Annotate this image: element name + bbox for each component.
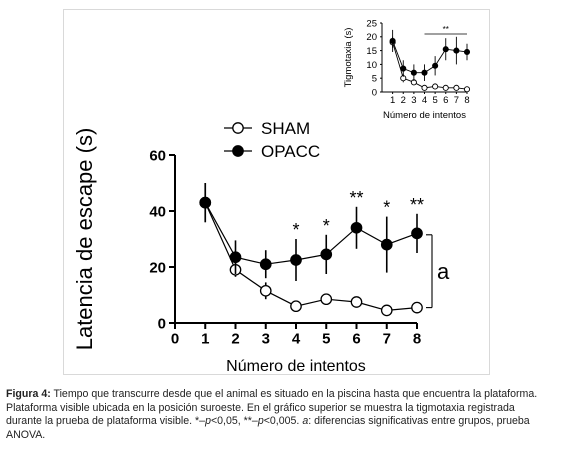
series-opacc xyxy=(199,183,423,281)
y-tick-label: 20 xyxy=(149,259,166,276)
data-point xyxy=(453,47,460,54)
main-chart: 0 20 40 60 0 1 2 3 4 5 6 7 8 Número de intentos Latenc… xyxy=(72,119,450,375)
data-point xyxy=(350,296,363,308)
data-point xyxy=(411,301,423,314)
y-tick-label: 10 xyxy=(366,60,377,71)
y-tick-label: 25 xyxy=(366,18,377,29)
data-point xyxy=(442,84,449,91)
data-point xyxy=(350,221,363,234)
x-tick-label: 7 xyxy=(454,95,459,106)
x-axis-label: Número de intentos xyxy=(383,110,466,121)
y-tick-label: 0 xyxy=(158,315,166,332)
legend: SHAM OPACC xyxy=(224,119,320,161)
data-point xyxy=(320,248,333,261)
x-tick-label: 5 xyxy=(322,330,330,347)
x-tick-label: 1 xyxy=(201,330,209,347)
significance-mark: ** xyxy=(443,25,449,34)
y-axis-label: Latencia de escape (s) xyxy=(72,128,97,351)
y-axis-label: Tigmotaxia (s) xyxy=(343,28,354,88)
bracket-label: a xyxy=(437,259,450,284)
significance-mark: ** xyxy=(349,188,363,208)
data-point xyxy=(199,196,212,209)
caption-line-4: ANOVA. xyxy=(6,428,46,441)
data-point xyxy=(453,84,460,91)
figure-caption: Figura 4: Tiempo que transcurre desde qu… xyxy=(6,388,572,442)
caption-line-3b: <0,05, **– xyxy=(210,415,258,428)
x-tick-label: 0 xyxy=(171,330,179,347)
caption-line-3c: <0,005. xyxy=(263,415,303,428)
significance-mark: * xyxy=(292,220,299,240)
y-tick-label: 0 xyxy=(372,87,377,98)
y-tick-label: 20 xyxy=(366,32,377,43)
y-tick-label: 5 xyxy=(372,74,377,85)
x-axis-label: Número de intentos xyxy=(226,358,366,375)
significance-mark: * xyxy=(323,216,330,236)
caption-lead: Figura 4: xyxy=(6,388,51,400)
data-point xyxy=(290,300,302,313)
data-point xyxy=(463,86,471,93)
x-tick-label: 6 xyxy=(352,330,360,347)
series-filled xyxy=(389,29,471,81)
x-tick-label: 4 xyxy=(422,95,427,106)
data-point xyxy=(400,65,407,72)
data-point xyxy=(380,304,393,317)
data-point xyxy=(259,258,272,271)
data-point xyxy=(320,293,333,306)
significance-mark: * xyxy=(383,198,390,218)
figure-frame xyxy=(63,9,490,375)
data-point xyxy=(290,254,302,266)
data-point xyxy=(229,251,242,264)
x-tick-label: 8 xyxy=(464,95,469,106)
series-open xyxy=(389,36,471,93)
data-point xyxy=(411,227,423,240)
data-point xyxy=(442,46,449,53)
legend-marker xyxy=(232,145,244,157)
caption-p-symbol-1: p xyxy=(205,415,211,428)
caption-line-1: Tiempo que transcurre desde que el anima… xyxy=(53,388,538,400)
x-tick-label: 3 xyxy=(262,330,270,347)
data-point xyxy=(380,238,393,251)
legend-label: OPACC xyxy=(261,142,320,161)
data-point xyxy=(389,37,396,44)
x-tick-label: 1 xyxy=(390,95,395,106)
caption-a-symbol: a xyxy=(302,415,309,428)
caption-line-2: Plataforma visible ubicada en la posició… xyxy=(6,401,515,414)
x-tick-label: 5 xyxy=(432,95,437,106)
caption-p-symbol-2: p xyxy=(257,415,264,428)
data-point xyxy=(421,84,428,91)
data-point xyxy=(421,69,428,76)
data-point xyxy=(463,48,471,56)
x-tick-label: 6 xyxy=(443,95,448,106)
x-tick-label: 3 xyxy=(411,95,416,106)
data-point xyxy=(432,62,439,69)
caption-line-3a: durante la prueba de plataforma visible.… xyxy=(6,415,206,428)
y-tick-label: 60 xyxy=(149,147,166,164)
legend-marker xyxy=(232,122,244,134)
x-tick-label: 8 xyxy=(413,330,421,347)
data-point xyxy=(410,69,417,76)
data-point xyxy=(259,284,272,297)
y-tick-label: 15 xyxy=(366,46,377,57)
significance-mark: ** xyxy=(410,195,424,215)
legend-label: SHAM xyxy=(261,119,310,138)
data-point xyxy=(432,83,439,90)
x-tick-label: 4 xyxy=(292,330,301,347)
x-tick-label: 2 xyxy=(401,95,406,106)
y-tick-label: 40 xyxy=(149,203,166,220)
caption-line-3d: : diferencias significativas entre grupo… xyxy=(308,415,530,428)
x-tick-label: 7 xyxy=(383,330,391,347)
x-tick-label: 2 xyxy=(231,330,239,347)
